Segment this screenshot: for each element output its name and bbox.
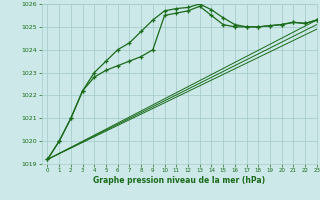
X-axis label: Graphe pression niveau de la mer (hPa): Graphe pression niveau de la mer (hPa) [93, 176, 265, 185]
